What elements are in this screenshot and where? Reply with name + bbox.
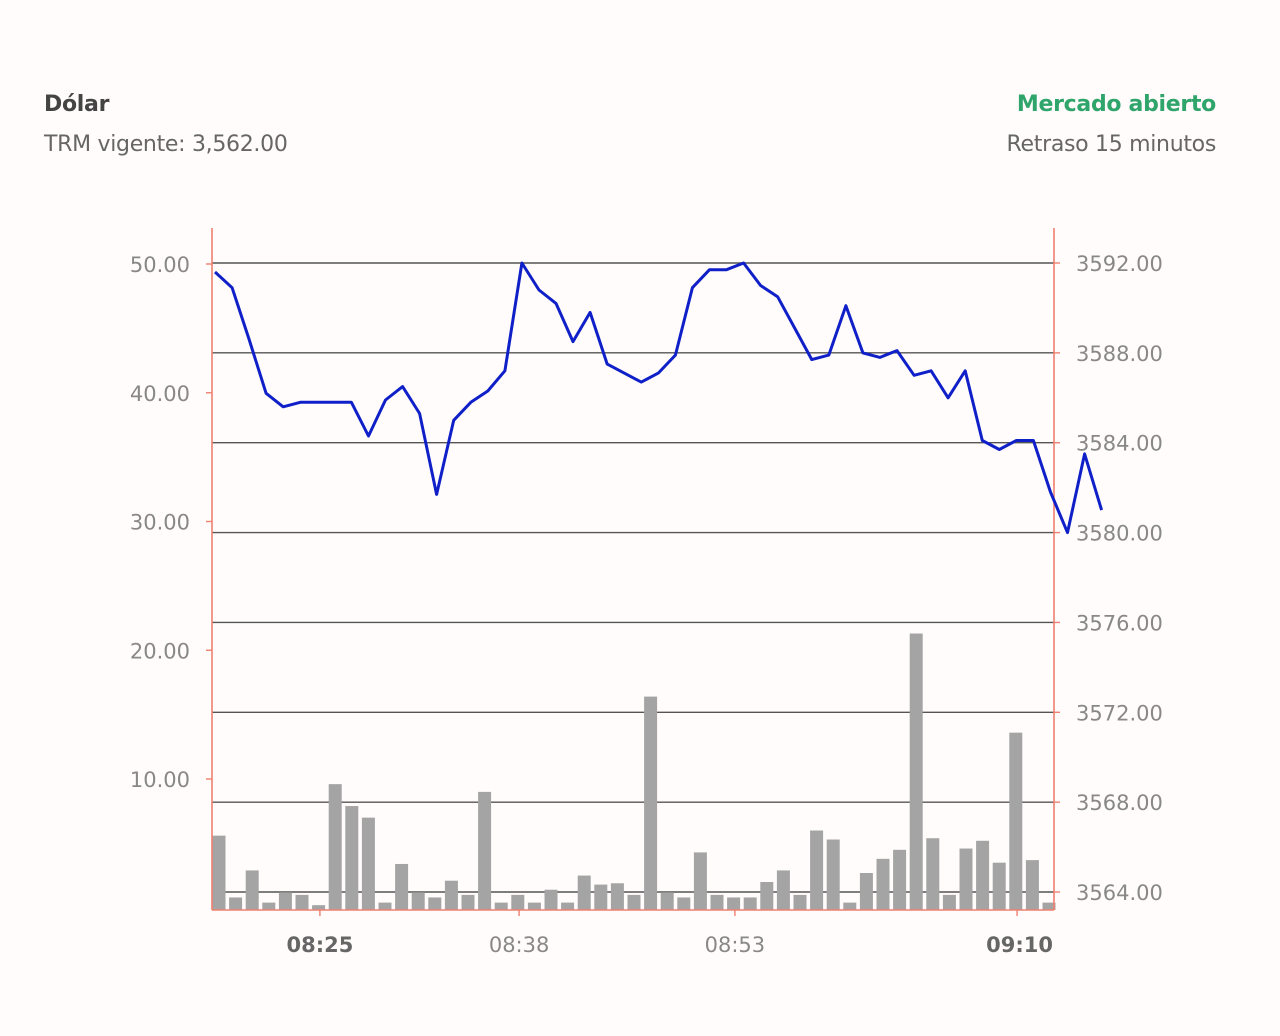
volume-bar [893, 849, 907, 910]
volume-bar [395, 863, 409, 910]
volume-bar [743, 897, 757, 910]
volume-bar [992, 862, 1006, 910]
volume-bar [644, 696, 658, 910]
volume-bar [345, 806, 359, 910]
volume-bar [826, 839, 840, 910]
volume-bar [976, 840, 990, 910]
volume-bar [627, 894, 641, 910]
delay-notice: Retraso 15 minutos [1006, 132, 1217, 157]
right-tick-label: 3576.00 [1076, 611, 1163, 635]
volume-bar [444, 880, 458, 910]
left-tick-label: 10.00 [130, 768, 190, 792]
volume-bar [1009, 732, 1023, 910]
volume-bar [212, 835, 226, 910]
right-tick-label: 3588.00 [1076, 342, 1163, 366]
x-tick-label: 08:25 [286, 933, 353, 957]
volume-bar [776, 870, 790, 910]
volume-bars [212, 633, 1056, 910]
volume-bar [361, 817, 375, 910]
grid-layer [212, 262, 1054, 893]
volume-bar [478, 791, 492, 910]
right-tick-label: 3572.00 [1076, 701, 1163, 725]
volume-bar [710, 894, 724, 910]
volume-bar [544, 889, 558, 910]
trm-label: TRM vigente: 3,562.00 [44, 132, 288, 157]
tick-labels: 50.00 40.00 30.00 20.00 10.00 3592.00 3588.00 3… [130, 252, 1163, 957]
x-tick-label: 09:10 [986, 933, 1053, 957]
volume-bar [876, 858, 890, 910]
volume-bar [693, 852, 707, 910]
market-status: Mercado abierto [1016, 92, 1216, 117]
volume-bar [727, 897, 741, 910]
volume-bar [610, 883, 624, 910]
volume-bar [411, 892, 425, 910]
volume-bar [278, 892, 292, 910]
volume-bar [1042, 902, 1056, 910]
volume-bar [926, 838, 940, 910]
volume-bar [577, 875, 591, 910]
volume-bar [461, 894, 475, 910]
price-line [213, 261, 1104, 535]
volume-bar [494, 902, 508, 910]
volume-bar [378, 902, 392, 910]
volume-bar [312, 905, 326, 910]
instrument-title: Dólar [44, 92, 110, 117]
volume-bar [245, 870, 259, 910]
volume-bar [859, 872, 873, 910]
left-tick-label: 30.00 [130, 511, 190, 535]
right-tick-label: 3584.00 [1076, 432, 1163, 456]
volume-bar [295, 894, 309, 910]
right-tick-label: 3564.00 [1076, 881, 1163, 905]
volume-bar [959, 848, 973, 910]
volume-bar [328, 784, 342, 910]
volume-bar [760, 882, 774, 910]
volume-bar [594, 884, 608, 910]
volume-bar [843, 902, 857, 910]
left-tick-label: 40.00 [130, 382, 190, 406]
left-tick-label: 50.00 [130, 253, 190, 277]
volume-bar [677, 897, 691, 910]
x-tick-label: 08:38 [489, 933, 550, 957]
price-line-layer [213, 261, 1104, 535]
right-tick-label: 3580.00 [1076, 522, 1163, 546]
volume-bar [942, 894, 956, 910]
volume-bar [229, 897, 243, 910]
right-tick-label: 3592.00 [1076, 252, 1163, 276]
volume-bar [660, 892, 674, 910]
volume-bar [262, 902, 276, 910]
volume-bar [793, 894, 807, 910]
volume-bar [561, 902, 575, 910]
axis-layer [206, 228, 1060, 916]
right-tick-label: 3568.00 [1076, 791, 1163, 815]
volume-bar [810, 830, 824, 910]
volume-bar [511, 894, 525, 910]
volume-bar [909, 633, 923, 910]
volume-bar [527, 902, 541, 910]
volume-bar [428, 897, 442, 910]
volume-bar [1025, 860, 1039, 910]
x-tick-label: 08:53 [705, 933, 766, 957]
left-tick-label: 20.00 [130, 639, 190, 663]
